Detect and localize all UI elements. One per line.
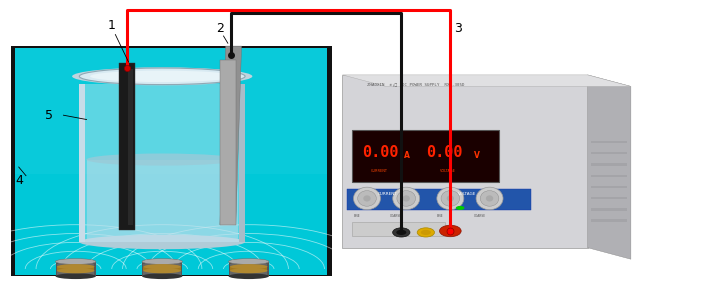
Ellipse shape [363, 195, 371, 202]
Text: 3: 3 [454, 22, 461, 35]
Bar [591, 186, 627, 188]
Ellipse shape [229, 259, 269, 265]
Bar [143, 264, 181, 275]
Bar [56, 262, 96, 276]
Ellipse shape [142, 259, 182, 264]
Text: CURRENT: CURRENT [378, 192, 398, 196]
Bar [591, 197, 627, 199]
Text: A: A [404, 151, 410, 160]
Text: COARSE: COARSE [474, 215, 486, 218]
Ellipse shape [230, 264, 267, 269]
Bar [85, 84, 239, 242]
Bar [591, 208, 627, 211]
Ellipse shape [143, 264, 181, 269]
Bar [142, 262, 182, 276]
Ellipse shape [56, 259, 96, 265]
Bar [11, 46, 332, 276]
Ellipse shape [229, 259, 269, 264]
Text: 0.00: 0.00 [426, 145, 462, 160]
Bar [591, 141, 627, 143]
Polygon shape [342, 75, 631, 86]
Ellipse shape [142, 273, 182, 279]
Text: FINE: FINE [354, 215, 360, 218]
Bar [119, 63, 135, 230]
Ellipse shape [56, 273, 96, 279]
Bar [15, 48, 327, 275]
Polygon shape [220, 60, 236, 225]
Ellipse shape [72, 67, 252, 85]
Bar [230, 267, 267, 271]
Bar [342, 75, 588, 248]
Ellipse shape [393, 187, 420, 210]
Ellipse shape [480, 191, 499, 206]
Polygon shape [79, 84, 85, 242]
Polygon shape [588, 75, 631, 259]
Text: VOLTAGE: VOLTAGE [440, 169, 456, 173]
Bar [591, 163, 627, 166]
Ellipse shape [142, 259, 182, 265]
Bar [15, 48, 327, 174]
Bar [591, 175, 627, 177]
Ellipse shape [397, 191, 415, 206]
Ellipse shape [353, 187, 381, 210]
Ellipse shape [79, 235, 245, 249]
Bar [353, 222, 446, 236]
Bar [348, 189, 531, 210]
Ellipse shape [421, 230, 431, 235]
Ellipse shape [358, 191, 376, 206]
Ellipse shape [230, 268, 267, 273]
Text: CURRENT: CURRENT [371, 169, 387, 173]
Bar [229, 262, 269, 276]
Ellipse shape [87, 154, 238, 166]
Text: ZHAOXIN  é¡  DC POWER SUPPLY  RXN-305D: ZHAOXIN é¡ DC POWER SUPPLY RXN-305D [367, 82, 465, 86]
Ellipse shape [397, 230, 407, 235]
Ellipse shape [417, 228, 435, 237]
Text: 4: 4 [16, 173, 24, 187]
Ellipse shape [486, 195, 493, 202]
Ellipse shape [229, 273, 269, 279]
Text: 5: 5 [45, 109, 53, 122]
Text: 2: 2 [216, 22, 224, 35]
Text: VOLTAGE: VOLTAGE [458, 192, 476, 196]
Text: COARSE: COARSE [390, 215, 402, 218]
Ellipse shape [447, 195, 454, 202]
Bar [591, 152, 627, 154]
Bar [57, 267, 94, 271]
Ellipse shape [440, 225, 461, 237]
Ellipse shape [402, 195, 410, 202]
Bar [230, 264, 267, 275]
Ellipse shape [90, 71, 234, 82]
Ellipse shape [393, 228, 410, 237]
Text: V: V [474, 151, 480, 160]
Text: FINE: FINE [437, 215, 444, 218]
Ellipse shape [476, 187, 503, 210]
Bar [353, 130, 500, 182]
Ellipse shape [143, 268, 181, 273]
Ellipse shape [79, 68, 245, 85]
Text: 1: 1 [108, 19, 115, 32]
Polygon shape [239, 84, 245, 242]
Ellipse shape [441, 191, 460, 206]
Bar [143, 267, 181, 271]
Ellipse shape [57, 268, 94, 273]
Ellipse shape [437, 187, 464, 210]
Ellipse shape [57, 264, 94, 269]
Text: 0.00: 0.00 [363, 145, 399, 160]
Ellipse shape [56, 259, 96, 264]
Bar [128, 69, 133, 225]
Bar [591, 219, 627, 222]
Polygon shape [220, 46, 242, 225]
Ellipse shape [456, 206, 464, 210]
Bar [87, 160, 238, 242]
Bar [57, 264, 94, 275]
